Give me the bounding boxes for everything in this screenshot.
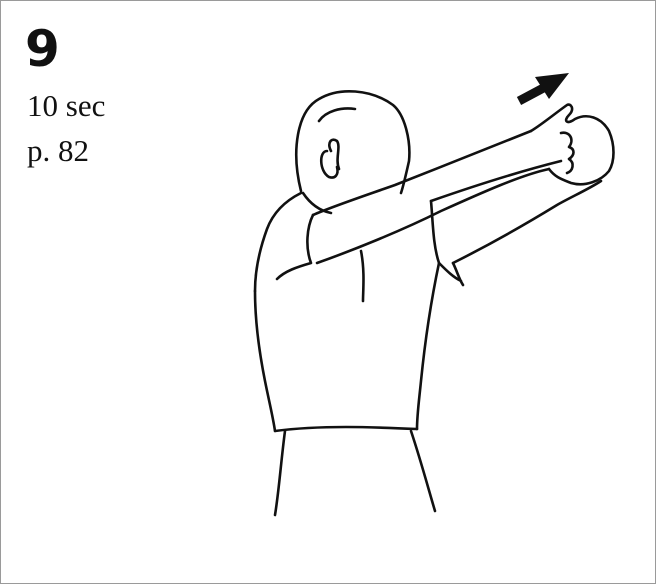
- torso-left: [253, 289, 277, 433]
- shirt-fold: [359, 249, 365, 303]
- waistband: [273, 425, 419, 433]
- left-leg: [273, 429, 287, 517]
- thumb: [559, 131, 575, 175]
- left-arm-lower: [315, 167, 551, 265]
- step-number: 9: [25, 20, 60, 78]
- ear: [319, 149, 339, 179]
- direction-arrow-icon: [516, 73, 569, 105]
- hand-fingers: [529, 103, 615, 186]
- right-arm: [429, 159, 563, 203]
- shoulder-left: [253, 191, 303, 293]
- right-leg: [409, 429, 437, 513]
- torso-right: [415, 261, 441, 431]
- sleeve-left: [275, 213, 315, 281]
- right-forearm-bottom: [451, 179, 603, 265]
- hair-strands: [317, 107, 357, 171]
- collar-line: [301, 191, 333, 215]
- hold-duration: 10 sec: [27, 88, 106, 123]
- page-reference: p. 82: [27, 133, 89, 168]
- hair-outline: [295, 90, 411, 195]
- left-arm-upper: [311, 129, 533, 217]
